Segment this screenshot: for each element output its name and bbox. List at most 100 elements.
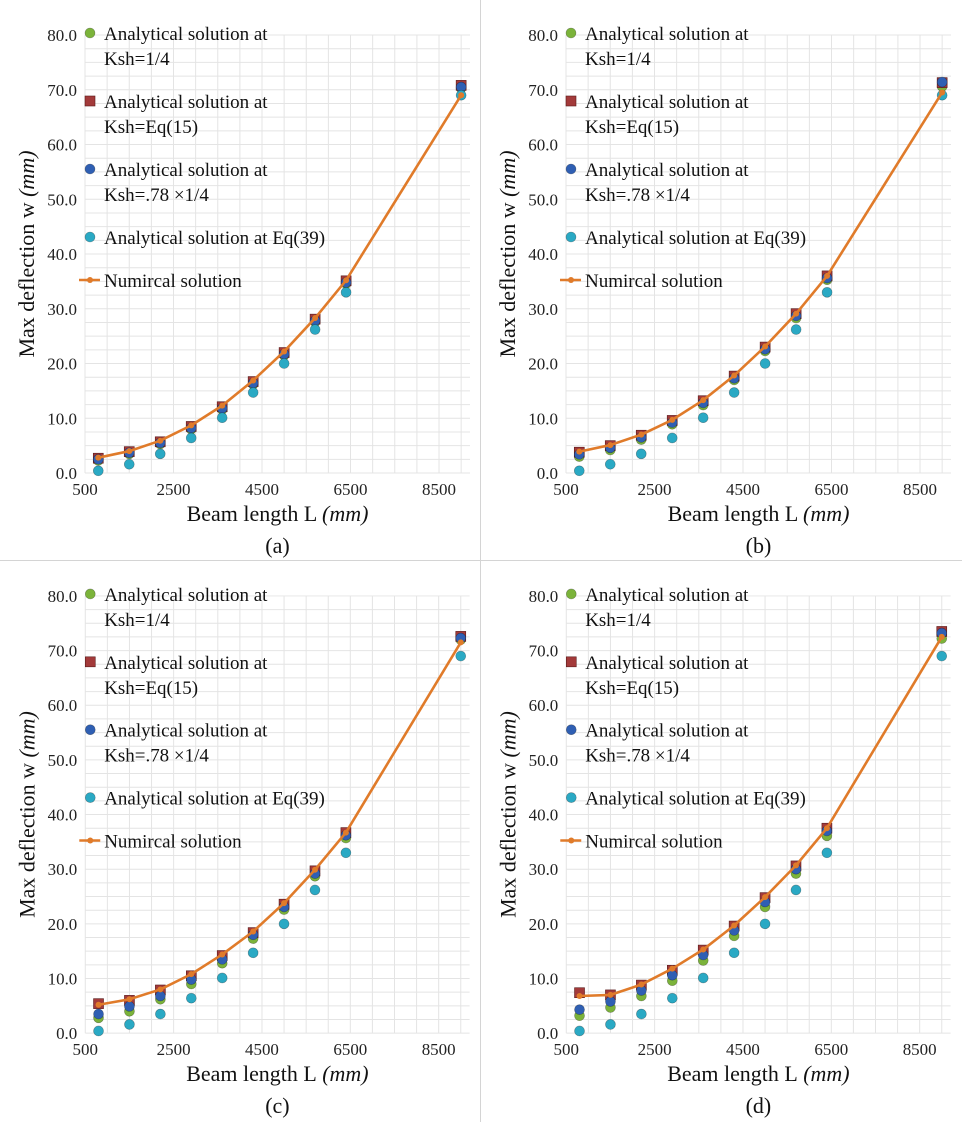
y-tick-label: 50.0 xyxy=(47,190,77,209)
numerical-data-point xyxy=(219,951,226,958)
y-tick-label: 20.0 xyxy=(47,355,77,374)
numerical-data-point xyxy=(762,343,769,350)
numerical-data-point xyxy=(669,965,676,972)
y-tick-label: 50.0 xyxy=(48,751,78,770)
y-tick-label: 30.0 xyxy=(47,300,77,319)
y-tick-label: 10.0 xyxy=(47,409,77,428)
legend-label: Ksh=.78 ×1/4 xyxy=(104,746,209,767)
numerical-data-point xyxy=(312,315,319,322)
data-point xyxy=(93,1025,104,1037)
legend-marker xyxy=(87,837,94,844)
data-point xyxy=(635,448,647,460)
y-axis-title-text: Max deflection w xyxy=(14,763,39,918)
y-tick-label: 40.0 xyxy=(528,245,558,264)
series-eq39 xyxy=(574,650,948,1037)
legend: Analytical solution atKsh=1/4Analytical … xyxy=(79,24,325,292)
y-tick-label: 50.0 xyxy=(529,751,559,770)
data-point xyxy=(697,412,709,424)
y-axis-title: Max deflection w (mm) xyxy=(14,711,39,918)
y-tick-label: 40.0 xyxy=(48,806,78,825)
legend-marker xyxy=(568,277,574,283)
x-tick-label: 4500 xyxy=(726,1040,760,1059)
x-axis-title-unit: (mm) xyxy=(803,501,849,526)
y-tick-label: 70.0 xyxy=(529,642,559,661)
numerical-data-point xyxy=(281,900,288,907)
x-tick-label: 4500 xyxy=(245,1040,279,1059)
legend-marker xyxy=(84,588,96,600)
numerical-data-point xyxy=(188,971,195,978)
panel-label: (b) xyxy=(746,533,772,558)
series-eq39 xyxy=(92,89,467,477)
numerical-data-point xyxy=(607,991,614,998)
legend-label: Numircal solution xyxy=(585,271,723,292)
numerical-data-point xyxy=(281,348,288,355)
numerical-data-point xyxy=(458,92,465,99)
x-axis-title: Beam length L (mm) xyxy=(668,501,850,526)
legend-label: Analytical solution at xyxy=(585,721,749,742)
x-tick-label: 6500 xyxy=(814,1040,848,1059)
y-tick-label: 70.0 xyxy=(47,81,77,100)
legend-marker xyxy=(84,27,96,39)
y-axis-title: Max deflection w (mm) xyxy=(495,150,520,357)
numerical-data-point xyxy=(792,862,799,869)
y-tick-label: 60.0 xyxy=(528,136,558,155)
data-point xyxy=(309,324,321,335)
data-point xyxy=(216,972,228,984)
legend-label: Ksh=Eq(15) xyxy=(585,117,679,138)
series-numerical xyxy=(95,639,464,1008)
numerical-data-point xyxy=(700,946,707,953)
data-point xyxy=(455,650,467,662)
legend-marker xyxy=(84,231,96,243)
data-point xyxy=(124,1001,135,1012)
plot-grid xyxy=(565,34,951,474)
data-point xyxy=(574,1004,585,1015)
data-point xyxy=(936,76,948,88)
numerical-data-point xyxy=(669,416,676,423)
x-tick-label: 2500 xyxy=(638,1040,672,1059)
x-tick-label: 8500 xyxy=(422,480,456,499)
numerical-data-point xyxy=(576,448,583,455)
y-tick-label: 0.0 xyxy=(537,464,558,483)
legend-label: Numircal solution xyxy=(104,831,242,852)
legend-label: Ksh=Eq(15) xyxy=(104,117,198,138)
data-point xyxy=(124,1019,135,1030)
y-axis-title-unit: (mm) xyxy=(495,711,520,757)
plot-grid xyxy=(84,34,470,474)
chart-svg-a: 0.0 10.0 20.0 30.0 40.0 50.0 60.0 70.0 80.0 500 25… xyxy=(14,24,470,558)
y-tick-label: 80.0 xyxy=(529,587,559,606)
numerical-data-point xyxy=(342,829,349,836)
numerical-data-point xyxy=(343,277,350,284)
panel-label: (c) xyxy=(265,1093,289,1118)
legend-item: Analytical solution at Eq(39) xyxy=(565,789,806,810)
x-tick-label: 4500 xyxy=(245,480,279,499)
chart-svg-b: 0.0 10.0 20.0 30.0 40.0 50.0 60.0 70.0 80.0 500 25… xyxy=(495,24,951,558)
y-axis-title-text: Max deflection w xyxy=(14,202,39,357)
chart-panel-b: 0.0 10.0 20.0 30.0 40.0 50.0 60.0 70.0 80.0 500 25… xyxy=(481,0,962,561)
legend-label: Analytical solution at Eq(39) xyxy=(104,789,325,810)
numerical-data-point xyxy=(250,377,257,384)
x-tick-label: 500 xyxy=(73,1040,98,1059)
chart-panel-a: 0.0 10.0 20.0 30.0 40.0 50.0 60.0 70.0 80.0 500 25… xyxy=(0,0,481,561)
legend-item: Analytical solution at Eq(39) xyxy=(84,228,325,249)
legend-item: Analytical solution at Ksh=.78 ×1/4 xyxy=(565,721,749,767)
legend-item: Analytical solution at Ksh=1/4 xyxy=(565,585,749,631)
legend-item: Analytical solution at Ksh=Eq(15) xyxy=(84,653,268,699)
legend-label: Analytical solution at xyxy=(585,653,749,674)
numerical-data-point xyxy=(95,1001,102,1008)
numerical-data-point xyxy=(188,422,195,429)
data-point xyxy=(636,1008,647,1020)
legend-marker xyxy=(565,588,577,600)
panel-label: (d) xyxy=(746,1093,772,1118)
x-axis-title-unit: (mm) xyxy=(803,1061,849,1086)
legend-label: Ksh=.78 ×1/4 xyxy=(104,185,209,206)
legend-label: Ksh=1/4 xyxy=(585,49,651,70)
y-axis-title-text: Max deflection w xyxy=(495,763,520,918)
legend-marker xyxy=(84,656,96,668)
x-tick-label: 500 xyxy=(72,480,98,499)
y-tick-label: 50.0 xyxy=(528,190,558,209)
x-tick-label: 8500 xyxy=(422,1040,456,1059)
chart-svg-c: 0.0 10.0 20.0 30.0 40.0 50.0 60.0 70.0 80.0 500 25… xyxy=(14,585,470,1118)
series-eq39 xyxy=(93,650,467,1037)
data-point xyxy=(155,1008,166,1020)
numerical-data-point xyxy=(762,894,769,901)
